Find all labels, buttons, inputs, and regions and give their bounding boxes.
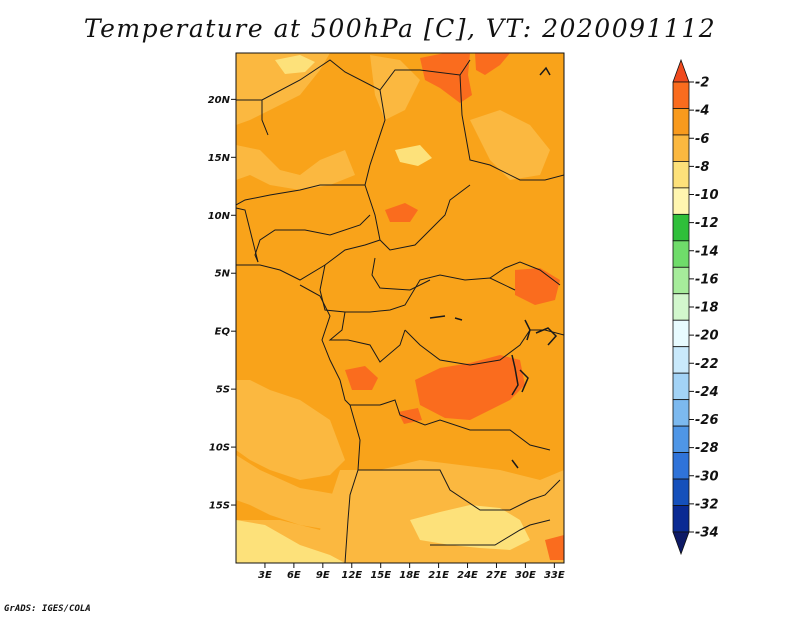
- lake-outlines: [429, 66, 558, 469]
- lon-tick-label: 12E: [341, 570, 362, 581]
- colorbar-label: -12: [695, 216, 719, 231]
- temperature-field: [236, 53, 564, 563]
- colorbar-bottom-arrow: [672, 531, 690, 556]
- colorbar-swatch: [672, 478, 690, 506]
- lon-tick-label: 27E: [486, 570, 507, 581]
- field-warm-patch: [515, 268, 560, 305]
- field-cool-patch: [236, 145, 355, 190]
- lat-tick-label: EQ: [215, 327, 231, 338]
- colorbar-swatch: [672, 425, 690, 453]
- field-warm-patch: [475, 53, 510, 75]
- lat-tick-label: 20N: [208, 95, 231, 106]
- colorbar-swatch: [672, 372, 690, 401]
- colorbar-swatch: [672, 108, 690, 136]
- colorbar-label: -26: [695, 413, 719, 428]
- field-coolest-patch: [236, 520, 345, 563]
- colorbar-swatch: [672, 161, 690, 189]
- field-cool-patch: [236, 455, 348, 530]
- lon-ticks: 3E 6E 9E 12E 15E 18E 21E 24E 27E 30E 33E: [258, 563, 565, 581]
- colorbar-label: -22: [695, 357, 719, 372]
- colorbar-swatch: [672, 213, 690, 242]
- colorbar-swatch: [672, 452, 690, 480]
- field-warm-patch: [420, 53, 472, 103]
- field-warm-patch: [345, 366, 378, 390]
- colorbar-label: -10: [695, 188, 719, 203]
- lon-tick-label: 3E: [258, 570, 272, 581]
- lon-tick-label: 21E: [428, 570, 449, 581]
- colorbar-swatch: [672, 346, 690, 374]
- field-coolest-patch: [275, 55, 315, 74]
- colorbar-swatch: [672, 399, 690, 427]
- colorbar: -2 -4 -6 -8 -10 -12 -14 -16 -18 -20 -22 -24 -26 -28 -3…: [672, 58, 719, 556]
- lat-tick-label: 5S: [216, 385, 230, 396]
- lat-tick-label: 10S: [209, 443, 230, 454]
- field-coolest-patch: [410, 505, 530, 550]
- colorbar-label: -14: [695, 244, 719, 259]
- field-cool-patch: [236, 380, 345, 480]
- field-warm-patch: [385, 203, 418, 222]
- colorbar-label: -16: [695, 272, 719, 287]
- lon-tick-label: 30E: [515, 570, 536, 581]
- map-frame: [235, 52, 565, 564]
- colorbar-label: -6: [695, 132, 709, 147]
- field-warm-patch: [415, 355, 525, 420]
- colorbar-label: -28: [695, 441, 719, 456]
- colorbar-swatch: [672, 187, 690, 215]
- chart-title: Temperature at 500hPa [C], VT: 202009111…: [83, 14, 717, 43]
- colorbar-swatch: [672, 266, 690, 295]
- lon-tick-label: 24E: [457, 570, 478, 581]
- lat-tick-label: 5N: [215, 269, 231, 280]
- colorbar-label: -2: [695, 76, 709, 91]
- colorbar-top-arrow: [672, 58, 690, 83]
- colorbar-label: -18: [695, 301, 719, 316]
- lat-tick-label: 15N: [208, 153, 231, 164]
- colorbar-swatch: [672, 319, 690, 348]
- lon-tick-label: 9E: [316, 570, 330, 581]
- lon-tick-label: 18E: [399, 570, 420, 581]
- lon-tick-label: 15E: [370, 570, 391, 581]
- colorbar-label: -8: [695, 160, 709, 175]
- field-cool-patch: [470, 110, 550, 180]
- colorbar-swatch: [672, 240, 690, 268]
- lon-tick-label: 6E: [287, 570, 301, 581]
- field-warm-patch: [545, 535, 564, 560]
- grads-credit: GrADS: IGES/COLA: [4, 604, 91, 614]
- colorbar-label: -20: [695, 329, 719, 344]
- colorbar-label: -30: [695, 469, 719, 484]
- colorbar-swatch: [672, 81, 690, 109]
- colorbar-swatch: [672, 293, 690, 321]
- field-coolest-patch: [395, 145, 432, 166]
- coastline: [299, 284, 351, 406]
- lat-tick-label: 15S: [209, 501, 230, 512]
- colorbar-label: -34: [695, 526, 719, 541]
- lat-ticks: 20N 15N 10N 5N EQ 5S 10S 15S: [208, 95, 236, 512]
- field-warm-patch: [398, 408, 422, 424]
- colorbar-label: -24: [695, 385, 719, 400]
- colorbar-swatch: [672, 505, 690, 533]
- colorbar-label: -4: [695, 104, 709, 119]
- colorbar-swatch: [672, 134, 690, 162]
- country-borders: [236, 59, 564, 563]
- lon-tick-label: 33E: [544, 570, 565, 581]
- lat-tick-label: 10N: [208, 211, 231, 222]
- colorbar-label: -32: [695, 497, 719, 512]
